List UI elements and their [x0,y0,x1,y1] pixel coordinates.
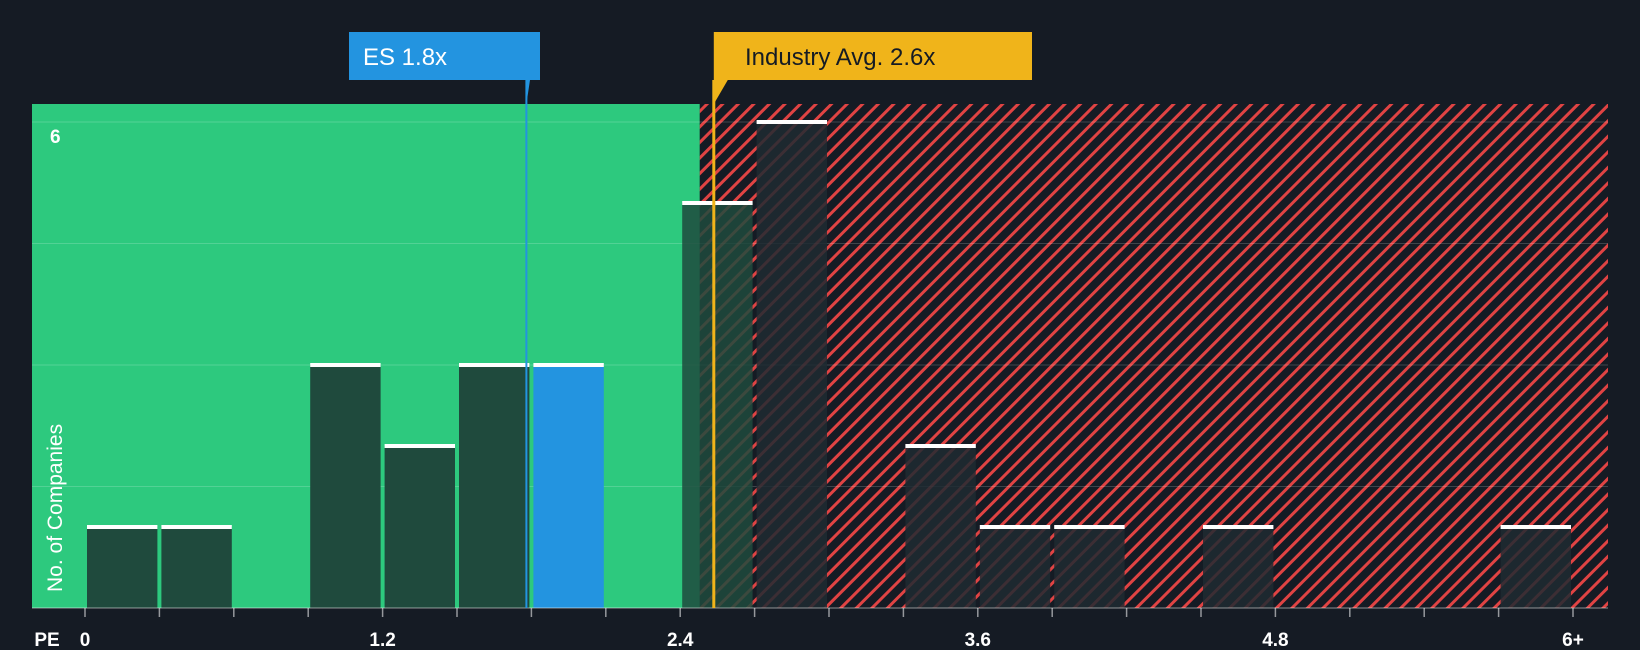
histogram-bar [905,446,976,608]
x-tick-label: 1.2 [369,630,395,650]
histogram-bar [459,365,530,608]
histogram-bar [1054,527,1125,608]
bar-cap [533,363,604,367]
histogram-bar [979,527,1051,608]
histogram-bar [1500,527,1571,608]
x-tick-label: 0 [80,630,91,650]
histogram-bar [310,365,381,608]
company-callout-box [349,32,540,104]
x-tick-label: 2.4 [667,630,694,650]
bar-cap [1500,525,1571,529]
x-tick-label: 6+ [1562,630,1584,650]
industry-callout-label: Industry Avg. 2.6x [745,44,935,71]
histogram-bar [384,446,455,608]
histogram-bar [533,365,604,608]
bar-cap [161,525,232,529]
bar-cap [310,363,381,367]
overvalued-zone [699,104,1608,608]
company-callout-label: ES 1.8x [363,44,447,71]
histogram-bar [756,122,827,608]
bar-cap [682,201,753,205]
histogram-bar [87,527,158,608]
bar-cap [905,444,976,448]
histogram-bar [682,203,753,608]
bar-cap [459,363,530,367]
bar-cap [1054,525,1125,529]
bar-cap [87,525,158,529]
x-axis-label: PE [34,630,59,650]
y-tick-label: 6 [50,127,61,148]
x-tick-label: 4.8 [1262,630,1288,650]
x-tick-label: 3.6 [965,630,991,650]
histogram-bar [1203,527,1274,608]
histogram-bar [161,527,232,608]
bar-cap [979,525,1051,529]
y-axis-label: No. of Companies [44,424,67,592]
industry-callout-box [713,32,1032,104]
bar-cap [756,120,827,124]
bar-cap [384,444,455,448]
bar-cap [1203,525,1274,529]
